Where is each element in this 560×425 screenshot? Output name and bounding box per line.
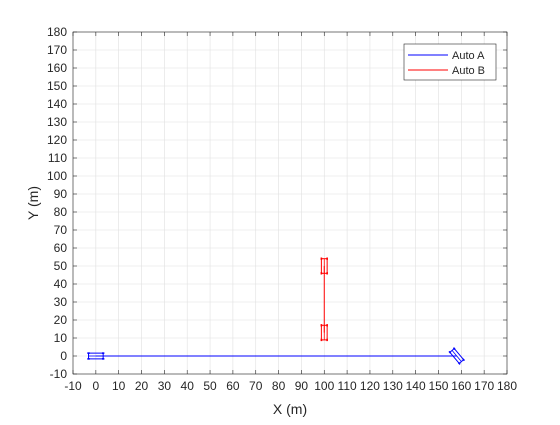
y-tick-label: 160 — [47, 61, 67, 75]
x-tick-label: 30 — [158, 379, 172, 393]
vehicle-marker — [320, 257, 328, 275]
y-tick-label: 130 — [47, 115, 67, 129]
vehicle-marker — [448, 347, 466, 365]
vehicle-wheel — [452, 347, 456, 350]
x-tick-label: 80 — [272, 379, 286, 393]
y-tick-label: 40 — [54, 277, 68, 291]
x-tick-label: 20 — [135, 379, 149, 393]
series — [87, 257, 466, 365]
y-tick-label: 70 — [54, 223, 68, 237]
y-axis-label: Y (m) — [25, 186, 41, 220]
vehicle-body — [449, 347, 465, 365]
vehicle-axis — [451, 350, 462, 362]
x-tick-label: -10 — [64, 379, 82, 393]
legend-box — [403, 43, 497, 81]
y-tick-label: 120 — [47, 133, 67, 147]
x-tick-label: 170 — [474, 379, 494, 393]
plot-area — [73, 32, 507, 374]
x-tick-label: 180 — [497, 379, 517, 393]
x-tick-label: 40 — [181, 379, 195, 393]
legend-label: Auto B — [452, 65, 485, 77]
x-tick-label: 60 — [226, 379, 240, 393]
legend-label: Auto A — [452, 50, 485, 62]
x-tick-label: 10 — [112, 379, 126, 393]
x-tick-label: 50 — [203, 379, 217, 393]
y-tick-label: 10 — [54, 331, 68, 345]
y-tick-label: 80 — [54, 205, 68, 219]
y-tick-label: 110 — [48, 151, 67, 165]
x-tick-label: 0 — [92, 379, 99, 393]
x-axis-label: X (m) — [273, 401, 307, 417]
vehicle-body — [320, 258, 328, 274]
series-auto-a — [87, 347, 466, 365]
ticks: -10 0 10 20 30 40 50 60 70 80 90 100 110 120 130 140 150… — [47, 25, 517, 393]
vehicle-wheel — [457, 362, 461, 365]
y-tick-label: -10 — [50, 367, 68, 381]
vehicle-wheel — [448, 350, 452, 354]
x-tick-label: 70 — [249, 379, 263, 393]
legend: Auto A Auto B — [403, 43, 497, 81]
y-tick-label: 150 — [47, 79, 67, 93]
y-tick-label: 180 — [47, 25, 67, 39]
x-tick-label: 140 — [406, 379, 426, 393]
y-tick-label: 0 — [60, 349, 67, 363]
y-tick-label: 50 — [54, 259, 68, 273]
y-tick-label: 100 — [47, 169, 67, 183]
x-tick-label: 100 — [314, 379, 334, 393]
x-tick-label: 160 — [451, 379, 471, 393]
y-tick-label: 140 — [47, 97, 67, 111]
x-tick-label: 120 — [360, 379, 380, 393]
y-tick-label: 20 — [54, 313, 68, 327]
series-auto-b — [320, 257, 328, 342]
x-tick-label: 110 — [338, 379, 357, 393]
vehicle-wheel — [462, 358, 466, 362]
vehicle-body — [320, 324, 328, 341]
x-tick-label: 90 — [295, 379, 309, 393]
y-tick-label: 90 — [54, 187, 68, 201]
vehicle-marker — [320, 324, 328, 342]
y-tick-label: 60 — [54, 241, 68, 255]
x-tick-label: 150 — [428, 379, 448, 393]
x-tick-label: 130 — [383, 379, 403, 393]
y-tick-label: 170 — [47, 43, 67, 57]
y-tick-label: 30 — [54, 295, 68, 309]
vehicle-marker — [87, 352, 105, 360]
plot-frame — [72, 31, 508, 375]
